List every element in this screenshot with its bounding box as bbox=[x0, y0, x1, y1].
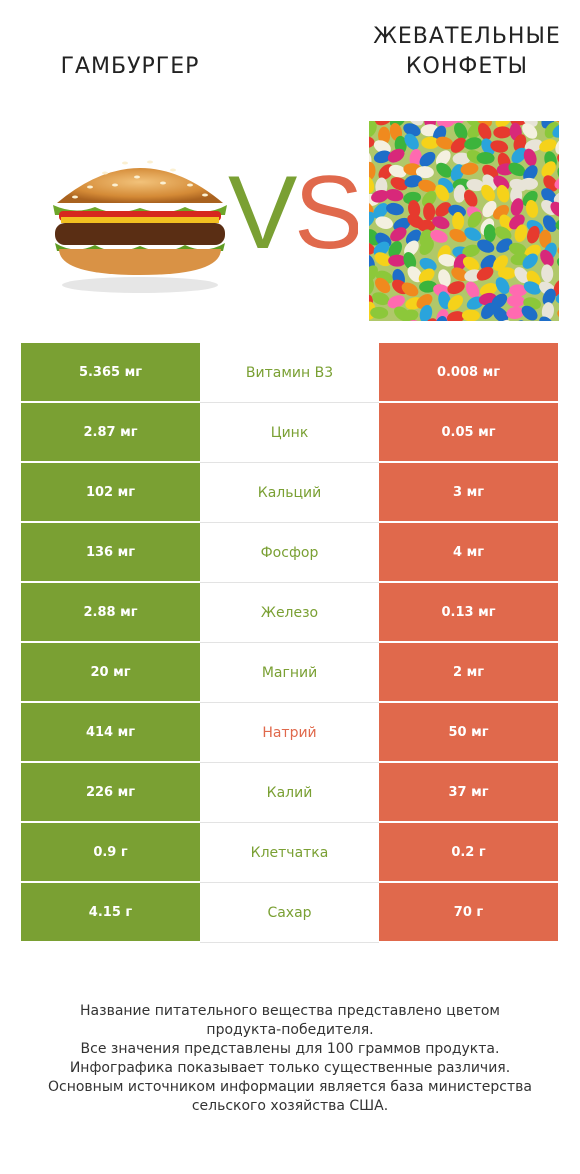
vs-label: V S bbox=[228, 160, 358, 260]
table-row: 226 мг Калий 37 мг bbox=[21, 763, 558, 823]
right-value-cell: 4 мг bbox=[379, 523, 558, 583]
left-value-cell: 4.15 г bbox=[21, 883, 200, 943]
footer-line: Основным источником информации является … bbox=[48, 1079, 532, 1095]
right-value-cell: 0.05 мг bbox=[379, 403, 558, 463]
footer-line: сельского хозяйства США. bbox=[191, 1098, 389, 1114]
table-row: 4.15 г Сахар 70 г bbox=[21, 883, 558, 943]
footer-line: Инфографика показывает только существенн… bbox=[69, 1060, 511, 1076]
svg-text:V: V bbox=[228, 160, 297, 260]
nutrient-name-cell: Железо bbox=[200, 583, 379, 643]
nutrient-name-cell: Цинк bbox=[200, 403, 379, 463]
table-row: 136 мг Фосфор 4 мг bbox=[21, 523, 558, 583]
table-row: 102 мг Кальций 3 мг bbox=[21, 463, 558, 523]
table-row: 0.9 г Клетчатка 0.2 г bbox=[21, 823, 558, 883]
footer-line: Название питательного вещества представл… bbox=[80, 1003, 500, 1019]
right-title-line1: ЖЕВАТЕЛЬНЫЕ bbox=[373, 24, 561, 49]
right-value-cell: 3 мг bbox=[379, 463, 558, 523]
svg-text:S: S bbox=[294, 160, 358, 260]
table-row: 2.87 мг Цинк 0.05 мг bbox=[21, 403, 558, 463]
right-value-cell: 0.008 мг bbox=[379, 343, 558, 403]
right-value-cell: 37 мг bbox=[379, 763, 558, 823]
left-value-cell: 414 мг bbox=[21, 703, 200, 763]
table-row: 5.365 мг Витамин B3 0.008 мг bbox=[21, 343, 558, 403]
left-value-cell: 136 мг bbox=[21, 523, 200, 583]
left-product-title: ГАМБУРГЕР bbox=[60, 54, 200, 79]
left-value-cell: 0.9 г bbox=[21, 823, 200, 883]
left-value-cell: 2.87 мг bbox=[21, 403, 200, 463]
hamburger-image bbox=[45, 145, 235, 295]
left-value-cell: 102 мг bbox=[21, 463, 200, 523]
nutrient-name-cell: Магний bbox=[200, 643, 379, 703]
nutrient-name-cell: Клетчатка bbox=[200, 823, 379, 883]
right-value-cell: 50 мг bbox=[379, 703, 558, 763]
left-value-cell: 5.365 мг bbox=[21, 343, 200, 403]
nutrient-name-cell: Сахар bbox=[200, 883, 379, 943]
nutrient-name-cell: Калий bbox=[200, 763, 379, 823]
footer-note: Название питательного вещества представл… bbox=[20, 1002, 560, 1116]
nutrient-name-cell: Натрий bbox=[200, 703, 379, 763]
left-value-cell: 226 мг bbox=[21, 763, 200, 823]
nutrient-name-cell: Кальций bbox=[200, 463, 379, 523]
right-title-line2: КОНФЕТЫ bbox=[405, 54, 529, 79]
nutrient-name-cell: Фосфор bbox=[200, 523, 379, 583]
table-row: 20 мг Магний 2 мг bbox=[21, 643, 558, 703]
right-value-cell: 0.13 мг bbox=[379, 583, 558, 643]
nutrient-name-cell: Витамин B3 bbox=[200, 343, 379, 403]
jelly-beans-image bbox=[369, 121, 559, 321]
table-row: 414 мг Натрий 50 мг bbox=[21, 703, 558, 763]
right-value-cell: 0.2 г bbox=[379, 823, 558, 883]
footer-line: продукта-победителя. bbox=[206, 1022, 374, 1038]
right-value-cell: 70 г bbox=[379, 883, 558, 943]
table-row: 2.88 мг Железо 0.13 мг bbox=[21, 583, 558, 643]
right-product-title: ЖЕВАТЕЛЬНЫЕ КОНФЕТЫ bbox=[362, 22, 572, 82]
left-value-cell: 20 мг bbox=[21, 643, 200, 703]
left-value-cell: 2.88 мг bbox=[21, 583, 200, 643]
footer-line: Все значения представлены для 100 граммо… bbox=[80, 1041, 500, 1057]
right-value-cell: 2 мг bbox=[379, 643, 558, 703]
nutrient-comparison-table: 5.365 мг Витамин B3 0.008 мг 2.87 мг Цинк 0.0… bbox=[21, 343, 558, 943]
